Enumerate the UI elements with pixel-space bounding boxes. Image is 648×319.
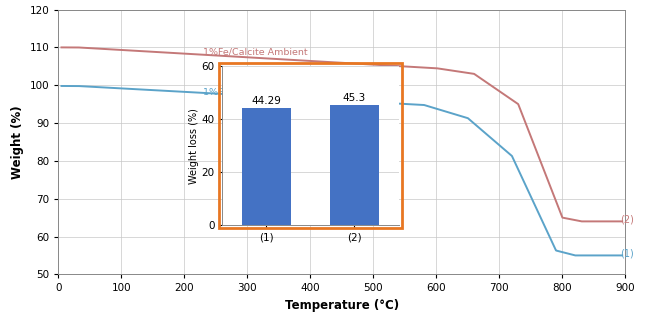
- Y-axis label: Weight (%): Weight (%): [11, 105, 24, 179]
- Text: (1): (1): [620, 249, 634, 258]
- X-axis label: Temperature (°C): Temperature (°C): [284, 299, 399, 312]
- Bar: [219, 63, 402, 228]
- Text: 1%Fe/Calcite Ambient: 1%Fe/Calcite Ambient: [203, 47, 308, 56]
- Text: 1%Fe/CaCO₃-S Ambient: 1%Fe/CaCO₃-S Ambient: [203, 88, 315, 97]
- Text: (2): (2): [620, 214, 634, 225]
